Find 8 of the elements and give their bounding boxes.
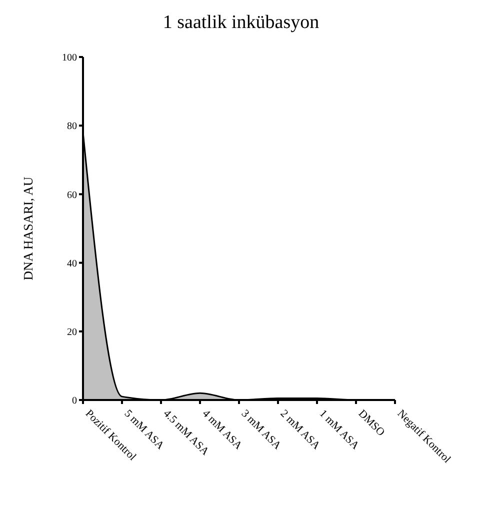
y-tick-label: 80: [67, 121, 77, 132]
chart-title: 1 saatlik inkübasyon: [162, 12, 320, 34]
y-axis-title: DNA HASARI, AU: [20, 176, 36, 280]
y-tick-label: 40: [67, 258, 77, 270]
y-tick-label: 100: [62, 52, 77, 64]
y-tick-label: 60: [67, 190, 77, 201]
y-tick-label: 0: [72, 396, 77, 407]
y-tick-label: 20: [67, 326, 77, 338]
